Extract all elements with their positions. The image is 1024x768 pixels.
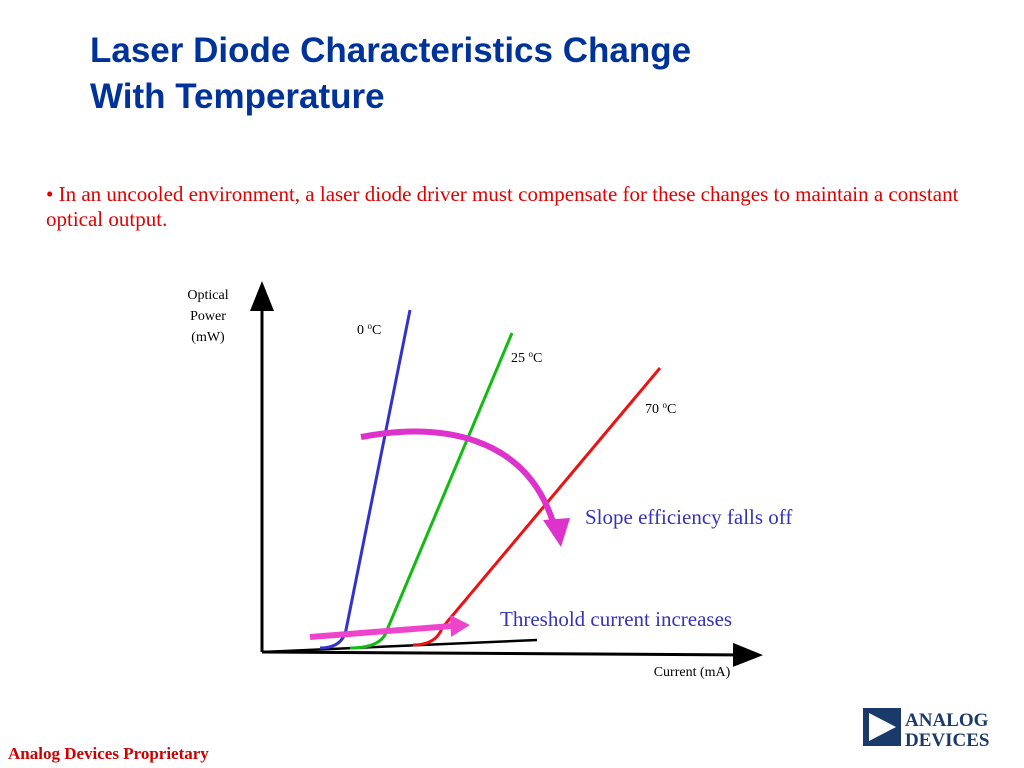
- title-line: With Temperature: [90, 77, 385, 116]
- annotation: Slope efficiency falls off: [585, 505, 792, 529]
- curve-label: 25 oC: [511, 349, 542, 366]
- x-axis-label: Current (mA): [654, 665, 731, 680]
- annotation: Threshold current increases: [500, 607, 732, 631]
- x-axis: [261, 642, 763, 667]
- logo-triangle: [869, 713, 896, 741]
- y-axis-label: Optical: [187, 288, 228, 303]
- footer: Analog Devices Proprietary: [8, 744, 209, 763]
- threshold-arrow: [309, 623, 453, 640]
- slide-title: Laser Diode Characteristics Change With …: [90, 28, 691, 120]
- logo: ANALOG DEVICES: [863, 708, 989, 751]
- title-line: Laser Diode Characteristics Change: [90, 31, 692, 70]
- slope-arrow: [360, 428, 556, 523]
- y-axis-label: (mW): [191, 330, 225, 345]
- slope-arrowhead: [543, 518, 570, 547]
- logo-text: ANALOG: [905, 710, 989, 731]
- bullet-text: In an uncooled environment, a laser diod…: [46, 182, 986, 232]
- logo-text: DEVICES: [905, 730, 989, 751]
- curve-0c: [319, 309, 412, 650]
- curve-label: 0 oC: [357, 321, 381, 338]
- spontaneous-line: [261, 638, 538, 654]
- curve-label: 70 oC: [645, 400, 676, 417]
- threshold-arrowhead: [450, 615, 470, 637]
- y-axis-label: Power: [190, 309, 226, 324]
